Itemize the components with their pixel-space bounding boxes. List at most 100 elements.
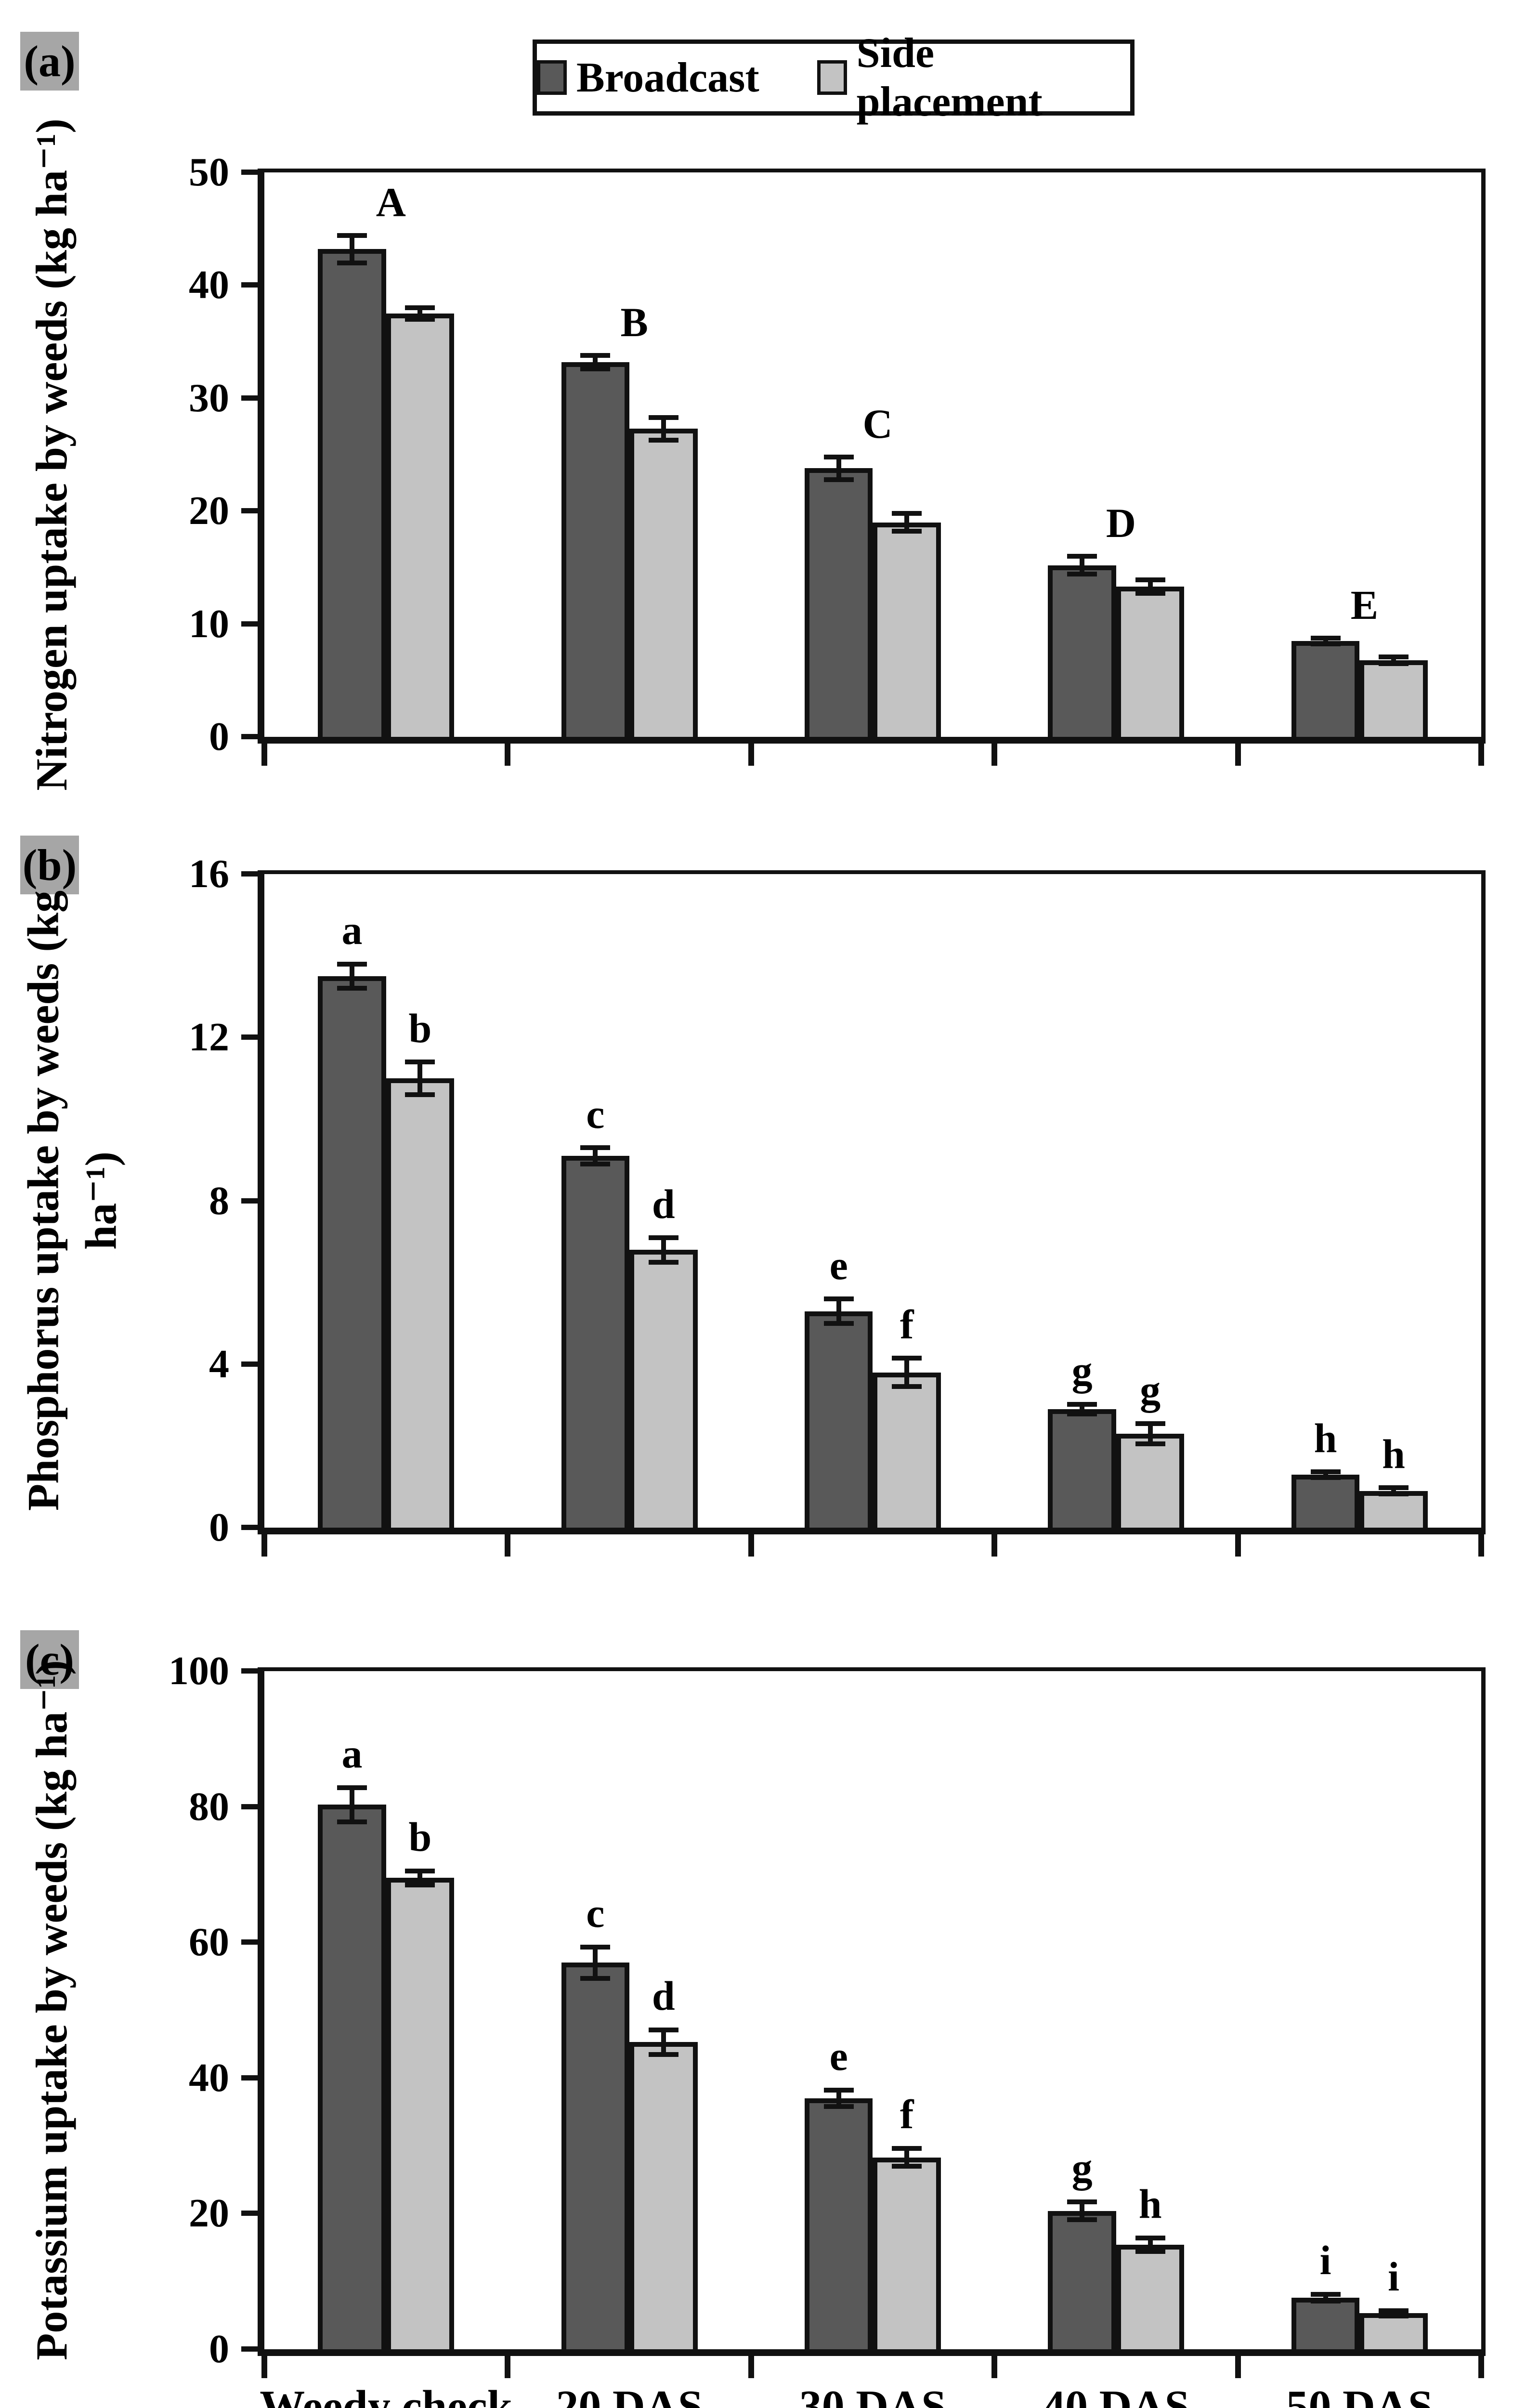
y-tick-mark [241, 2211, 258, 2216]
y-tick-mark [241, 621, 258, 627]
y-tick-label: 12 [189, 1015, 229, 1060]
legend-item-broadcast: Broadcast [537, 53, 759, 102]
y-tick-mark [241, 1198, 258, 1204]
error-bar-stem [836, 1299, 841, 1323]
y-tick-label: 0 [209, 1505, 229, 1550]
error-bar-cap-bottom [337, 986, 367, 991]
error-bar-cap-bottom [405, 1882, 435, 1887]
error-bar-stem [904, 1358, 910, 1387]
sig-letter: i [1319, 2237, 1331, 2283]
error-bar-stem [1080, 2202, 1085, 2220]
error-bar-cap-top [580, 1945, 611, 1950]
sig-letter: E [1350, 582, 1379, 628]
error-bar [1310, 1469, 1341, 1480]
error-bar-cap-top [1379, 2308, 1409, 2313]
bar-side-placement [1116, 2245, 1185, 2349]
sig-letter: c [586, 1889, 605, 1936]
legend-label-side-placement: Side placement [856, 30, 1043, 125]
error-bar-cap-bottom [1067, 1412, 1097, 1417]
error-bar-stem [836, 457, 841, 480]
sig-letter: c [586, 1091, 605, 1138]
error-bar-cap-bottom [823, 1321, 854, 1326]
error-bar-cap-top [337, 1785, 367, 1791]
error-bar-stem [1391, 1487, 1396, 1494]
error-bar-cap-bottom [1379, 1492, 1409, 1497]
error-bar [823, 454, 854, 482]
y-tick-label: 80 [189, 1784, 229, 1829]
x-axis-label: 50 DAS [1286, 2382, 1434, 2408]
y-tick-label: 40 [189, 262, 229, 308]
y-tick-label: 8 [209, 1178, 229, 1223]
sig-letter: h [1138, 2180, 1162, 2227]
bar-broadcast [318, 976, 386, 1528]
error-bar-cap-top [580, 353, 611, 358]
panel-label-c: (c) [20, 1630, 79, 1689]
y-tick-mark [241, 1939, 258, 1945]
error-bar-cap-top [1135, 2236, 1165, 2241]
error-bar-cap-top [405, 305, 435, 311]
bar-side-placement [1359, 660, 1428, 737]
y-tick-mark [241, 2346, 258, 2352]
error-bar-cap-bottom [580, 366, 611, 371]
error-bar-stem [593, 355, 598, 369]
category-group: C [751, 172, 994, 737]
sig-letter: f [900, 2091, 914, 2138]
error-bar-cap-top [892, 2146, 922, 2151]
category-group: B [508, 172, 751, 737]
error-bar-stem [1323, 1471, 1328, 1478]
x-tick-mark [1235, 2356, 1241, 2378]
bar-side-placement [629, 2042, 698, 2349]
error-bar-cap-top [1067, 1401, 1097, 1407]
bar-broadcast [1291, 1474, 1360, 1528]
sig-letter: g [1140, 1366, 1161, 1413]
x-tick-mark [991, 744, 998, 766]
bar-side-placement [629, 1250, 698, 1528]
y-tick-mark [241, 282, 258, 288]
y-tick-label: 20 [189, 2191, 229, 2236]
sig-letter: D [1106, 500, 1136, 547]
error-bar-stem [836, 2090, 841, 2107]
error-bar-cap-bottom [1379, 661, 1409, 666]
error-bar [580, 1945, 611, 1981]
error-bar-cap-top [1379, 654, 1409, 659]
error-bar-cap-bottom [580, 1162, 611, 1167]
error-bar-stem [349, 964, 354, 989]
bar-side-placement [629, 429, 698, 737]
panel-label-a: (a) [20, 32, 79, 91]
sig-letter: e [829, 1242, 848, 1288]
x-tick-mark [505, 2356, 511, 2378]
x-tick-mark [261, 744, 267, 766]
error-bar-cap-top [337, 233, 367, 238]
sig-letter: b [408, 1814, 432, 1860]
y-tick-mark [241, 871, 258, 877]
error-bar-cap-bottom [1310, 2299, 1341, 2304]
bar-broadcast [561, 1963, 630, 2349]
sig-letter: C [862, 400, 893, 447]
bar-side-placement [386, 1078, 455, 1528]
bar-side-placement [1116, 587, 1185, 737]
y-tick-mark [241, 1668, 258, 1674]
bar-broadcast [804, 2098, 873, 2349]
error-bar [1310, 2291, 1341, 2304]
error-bar-cap-bottom [1310, 1475, 1341, 1480]
y-tick-label: 4 [209, 1341, 229, 1387]
y-axis-title-line: Nitrogen uptake by weeds (kg ha⁻¹) [27, 118, 77, 791]
error-bar-stem [593, 1148, 598, 1165]
y-tick-mark [241, 1525, 258, 1530]
bar-broadcast [561, 362, 630, 737]
error-bar-cap-top [1135, 577, 1165, 583]
y-tick-mark [241, 508, 258, 514]
x-tick-mark [748, 1534, 754, 1557]
category-group: A [264, 172, 508, 737]
y-tick-label: 10 [189, 601, 229, 646]
error-bar-cap-top [823, 2088, 854, 2093]
error-bar [1135, 1421, 1165, 1447]
category-group: D [994, 172, 1238, 737]
error-bar [337, 233, 367, 265]
